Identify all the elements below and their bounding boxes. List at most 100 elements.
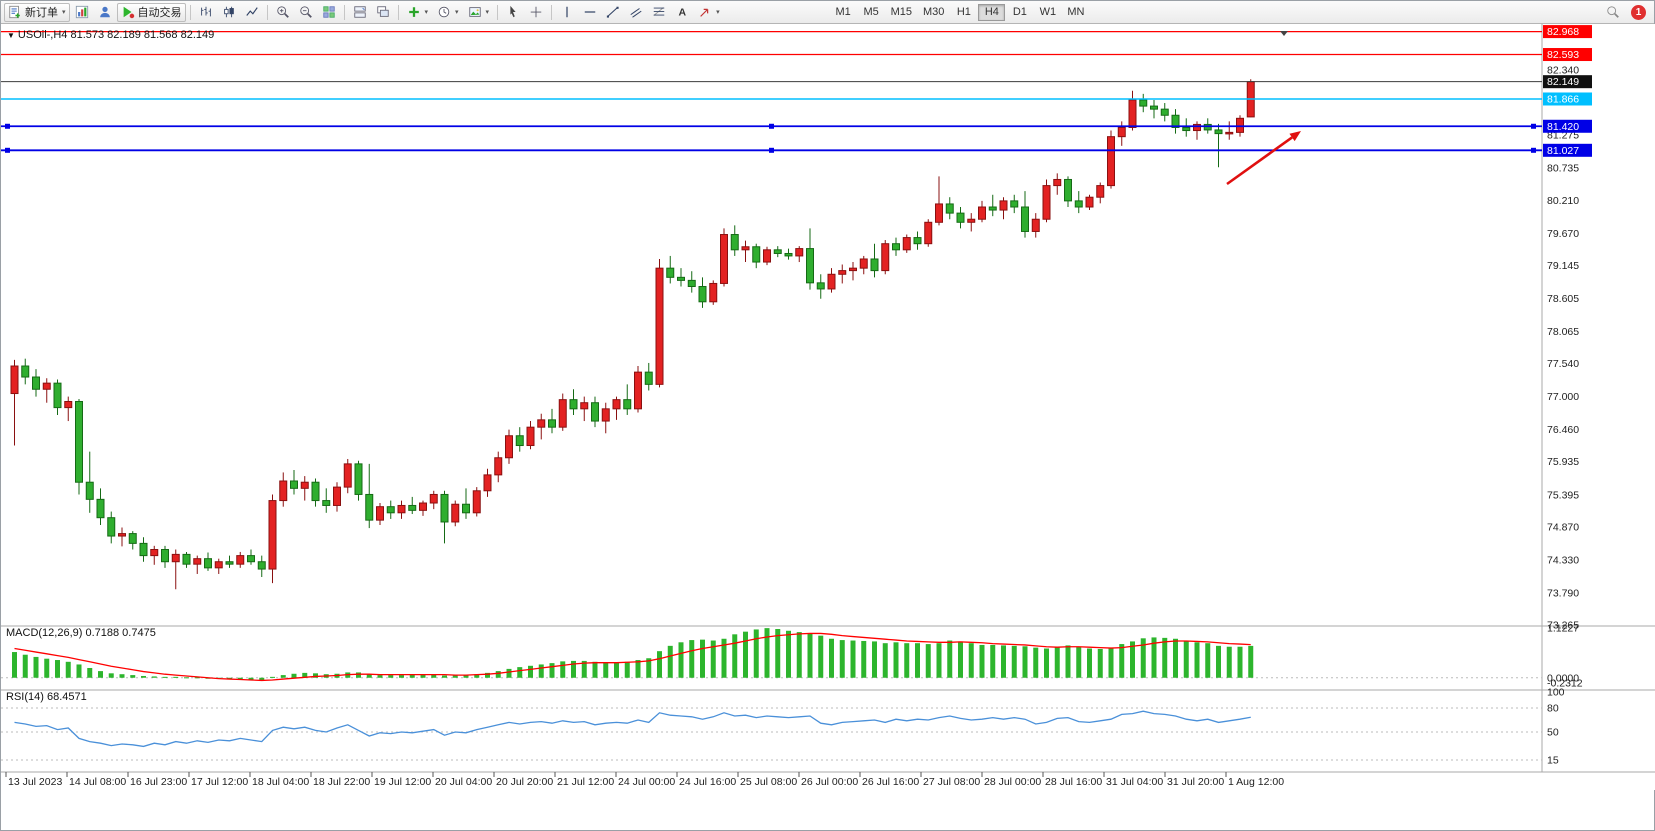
candle <box>429 493 438 504</box>
macd-bar <box>861 640 867 678</box>
zoom-out-button[interactable] <box>295 3 317 22</box>
candle <box>505 435 513 459</box>
zoom-in-button[interactable] <box>272 3 294 22</box>
bar-chart-mode-button[interactable] <box>195 3 217 22</box>
price-badge-label: 81.027 <box>1547 145 1579 157</box>
timeframe-M5[interactable]: M5 <box>858 4 885 21</box>
price-axis-label: 74.870 <box>1547 521 1579 533</box>
line-handle[interactable] <box>1531 123 1536 129</box>
price-axis-label: 78.605 <box>1547 293 1579 305</box>
macd-bar <box>194 677 200 679</box>
add-indicator-icon <box>408 7 419 17</box>
candle <box>1225 131 1234 135</box>
time-axis-label: 19 Jul 12:00 <box>374 776 431 788</box>
candle <box>935 203 943 223</box>
notification-badge[interactable]: 1 <box>1631 4 1646 20</box>
candle <box>96 498 105 519</box>
line-handle[interactable] <box>5 147 10 153</box>
candle <box>741 246 750 251</box>
template-button[interactable]: ▾ <box>464 3 494 22</box>
timeframe-M30[interactable]: M30 <box>918 4 949 21</box>
text-tool-button[interactable]: A <box>671 3 693 22</box>
timeframe-H1[interactable]: H1 <box>950 4 977 21</box>
macd-bar <box>184 677 189 679</box>
timeframe-M1[interactable]: M1 <box>830 4 857 21</box>
macd-bar <box>571 660 576 678</box>
timeframe-MN[interactable]: MN <box>1062 4 1089 21</box>
macd-bar <box>786 630 791 678</box>
arrows-tool-button[interactable]: ▾ <box>694 3 724 22</box>
new-order-icon <box>9 5 20 19</box>
macd-bar <box>55 660 60 678</box>
macd-bar <box>893 642 899 678</box>
candle <box>849 267 857 272</box>
macd-bar <box>979 644 985 678</box>
macd-bar <box>775 629 781 678</box>
line-handle[interactable] <box>769 123 774 129</box>
add-indicator-button[interactable]: ▾ <box>403 3 433 22</box>
trend-arrow-head[interactable] <box>1289 131 1301 142</box>
channel-tool-button[interactable] <box>625 3 647 22</box>
macd-bar <box>528 665 533 678</box>
price-badge <box>1543 143 1592 157</box>
timeframe-M15[interactable]: M15 <box>886 4 917 21</box>
price-axis-label: 82.340 <box>1547 65 1579 77</box>
candle <box>515 435 524 447</box>
vertical-line-tool-button[interactable] <box>556 3 578 22</box>
candle <box>881 243 890 272</box>
period-button[interactable]: ▾ <box>433 3 463 22</box>
candle <box>827 273 836 290</box>
time-axis-label: 28 Jul 16:00 <box>1045 776 1102 788</box>
candle <box>720 234 728 284</box>
line-handle[interactable] <box>1531 147 1536 153</box>
macd-bar <box>237 677 243 680</box>
timeframe-W1[interactable]: W1 <box>1034 4 1061 21</box>
candle <box>956 212 965 223</box>
charts-button[interactable] <box>71 3 93 22</box>
profiles-button[interactable] <box>94 3 116 22</box>
macd-label: MACD(12,26,9) 0.7188 0.7475 <box>6 627 156 639</box>
chart-shift-marker[interactable] <box>1280 31 1288 36</box>
cursor-tool-button[interactable] <box>502 3 524 22</box>
candle <box>225 561 234 565</box>
trendline-tool-button[interactable] <box>602 3 624 22</box>
macd-bar <box>1001 645 1006 678</box>
candle <box>107 517 116 537</box>
candle <box>462 503 470 514</box>
toolbar: 新订单 ▾ 自动交易 ▾ ▾ <box>1 1 1654 24</box>
horizontal-line-tool-button[interactable] <box>579 3 601 22</box>
candle <box>300 481 309 489</box>
crosshair-tool-button[interactable] <box>525 3 547 22</box>
line-handle[interactable] <box>769 147 774 153</box>
timeframe-H4[interactable]: H4 <box>978 3 1006 21</box>
fibonacci-tool-button[interactable] <box>648 3 670 22</box>
macd-bar <box>936 643 942 678</box>
candle <box>75 400 83 483</box>
search-button[interactable] <box>1602 3 1624 22</box>
candle <box>1214 129 1223 135</box>
candle <box>257 561 266 570</box>
toolbar-separator <box>343 4 345 20</box>
timeframe-D1[interactable]: D1 <box>1006 4 1033 21</box>
price-badge <box>1543 119 1592 133</box>
trend-arrow-annotation[interactable] <box>1226 136 1293 186</box>
toolbar-right-group: 1 <box>1602 3 1651 22</box>
tile-windows-button[interactable] <box>318 3 340 22</box>
arrange-windows-button[interactable] <box>349 3 371 22</box>
auto-trading-button[interactable]: 自动交易 <box>116 2 186 22</box>
cascade-windows-button[interactable] <box>372 3 394 22</box>
macd-bar <box>495 671 501 678</box>
new-order-button[interactable]: 新订单 ▾ <box>4 2 70 22</box>
candlestick-mode-button[interactable] <box>218 3 240 22</box>
candle <box>1160 108 1169 116</box>
chevron-down-icon: ▾ <box>62 9 66 16</box>
line-handle[interactable] <box>5 123 10 129</box>
fibonacci-icon <box>653 7 665 16</box>
line-chart-mode-button[interactable] <box>241 3 263 22</box>
candle <box>698 286 707 303</box>
timeframe-group: M1 M5 M15 M30 H1 H4 D1 W1 MN <box>830 3 1090 21</box>
candle <box>354 463 363 495</box>
time-axis-label: 17 Jul 12:00 <box>191 776 248 788</box>
symbol-collapse-icon[interactable]: ▼ <box>7 31 15 40</box>
search-icon <box>1607 6 1619 18</box>
